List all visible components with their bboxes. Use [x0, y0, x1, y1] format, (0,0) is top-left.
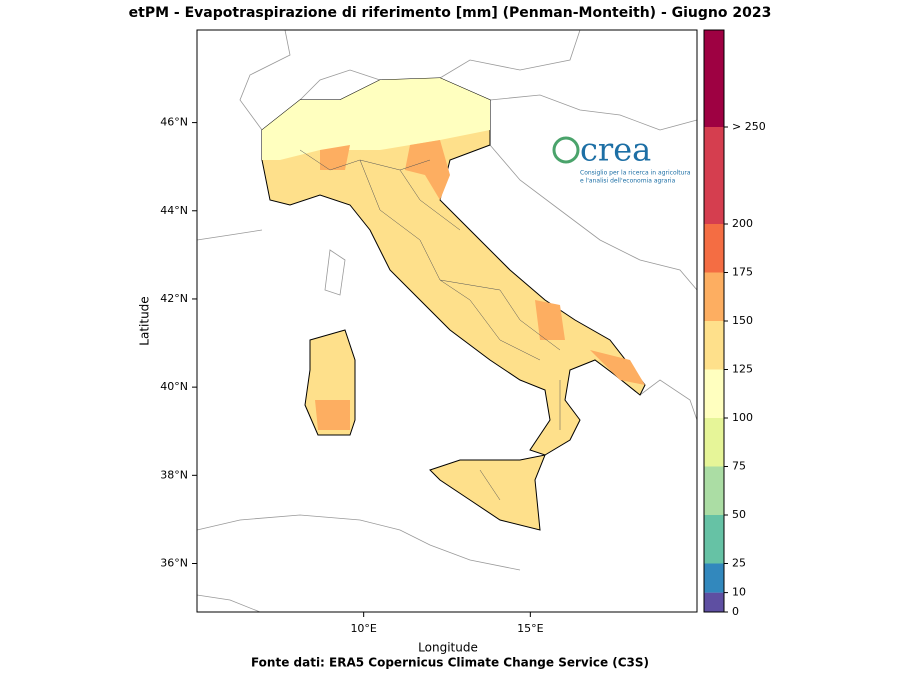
colorbar-tick-label: 100 — [732, 411, 753, 424]
y-tick-label: 44°N — [160, 204, 188, 217]
title: etPM - Evapotraspirazione di riferimento… — [129, 5, 772, 21]
map-frame — [196, 29, 698, 613]
y-tick-label: 36°N — [160, 557, 188, 570]
colorbar-tick-label: 175 — [732, 266, 753, 279]
colorbar-tick-label: 200 — [732, 217, 753, 230]
map-area — [196, 29, 698, 613]
logo-subtitle: e l'analisi dell'economia agraria — [580, 178, 676, 185]
colorbar-segment — [704, 418, 724, 467]
alps-zone — [262, 78, 490, 160]
colorbar-segment — [704, 466, 724, 515]
sicily — [429, 454, 546, 531]
y-axis-label: Latitude — [138, 296, 152, 345]
peninsula — [261, 77, 646, 456]
colorbar-tick-label: > 250 — [732, 120, 766, 133]
colorbar-segment — [704, 272, 724, 321]
country-borders — [196, 29, 698, 613]
y-tick-label: 40°N — [160, 380, 188, 393]
logo-icon — [552, 136, 580, 164]
colorbar-segment — [704, 30, 724, 127]
colorbar-segment — [704, 563, 724, 593]
x-tick-label: 10°E — [350, 622, 376, 635]
colorbar-segment — [704, 369, 724, 418]
logo: crea Consiglio per la ricerca in agricol… — [552, 131, 691, 185]
region-borders — [299, 149, 561, 501]
logo-name: crea — [580, 131, 651, 169]
colorbar-tick-label: 125 — [732, 363, 753, 376]
colorbar-tick-label: 75 — [732, 460, 746, 473]
colorbar-segment — [704, 321, 724, 370]
colorbar-tick-label: 10 — [732, 586, 746, 599]
colorbar-segment — [704, 127, 724, 224]
colorbar-segment — [704, 515, 724, 564]
colorbar-tick-label: 50 — [732, 508, 746, 521]
logo-subtitle: Consiglio per la ricerca in agricoltura — [580, 170, 691, 177]
colorbar-segment — [704, 224, 724, 273]
y-tick-label: 46°N — [160, 116, 188, 129]
colorbar-segment — [704, 592, 724, 612]
y-tick-label: 42°N — [160, 292, 188, 305]
sardinia-south — [315, 400, 350, 430]
colorbar-tick-label: 0 — [732, 605, 739, 618]
colorbar-tick-label: 150 — [732, 314, 753, 327]
colorbar-tick-label: 25 — [732, 557, 746, 570]
x-tick-label: 15°E — [517, 622, 543, 635]
source: Fonte dati: ERA5 Copernicus Climate Chan… — [251, 656, 649, 670]
y-tick-label: 38°N — [160, 468, 188, 481]
x-axis-label: Longitude — [418, 641, 478, 655]
